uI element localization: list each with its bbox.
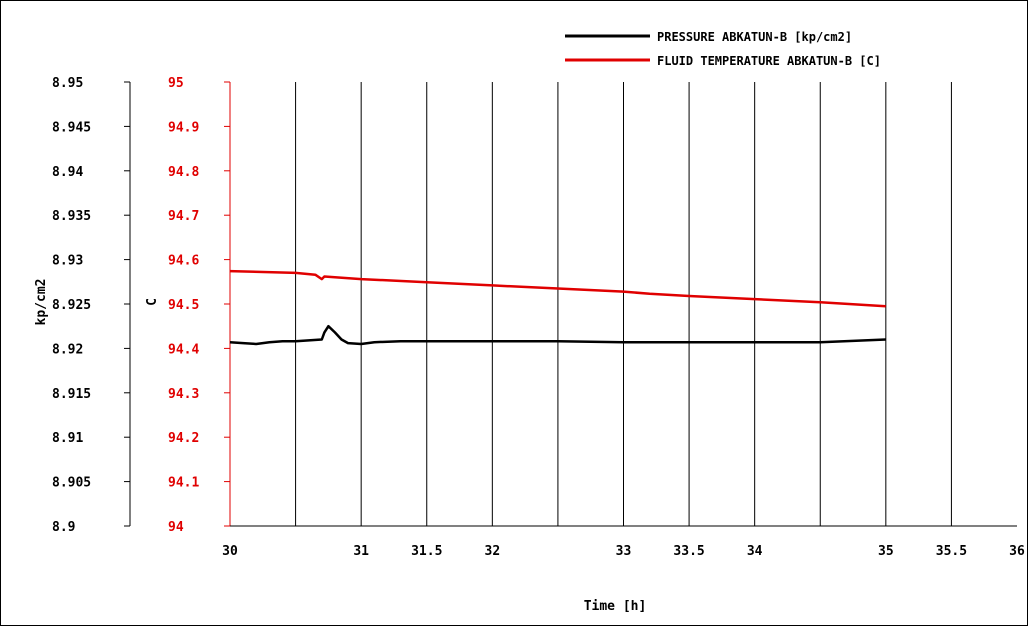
vertical-gridlines	[295, 82, 952, 526]
legend-label-pressure: PRESSURE ABKATUN-B [kp/cm2]	[657, 30, 852, 44]
x-tick-label: 33.5	[673, 544, 704, 559]
y-right-tick-label: 94	[168, 520, 184, 535]
axes	[129, 82, 1017, 527]
y-right-tick-label: 94.9	[168, 120, 199, 135]
x-tick-label: 31	[353, 544, 369, 559]
x-tick-label: 35.5	[936, 544, 967, 559]
y-right-tick-label: 94.8	[168, 165, 199, 180]
y-left-tick-label: 8.925	[52, 298, 91, 313]
y-axis-right-title: C	[145, 298, 160, 306]
series-line-temperature	[229, 269, 886, 308]
y-left-tick-label: 8.945	[52, 120, 91, 135]
y-left-tick-label: 8.905	[52, 476, 91, 491]
x-tick-label: 32	[485, 544, 501, 559]
y-right-tick-label: 94.6	[168, 254, 199, 269]
y-left-tick-label: 8.915	[52, 387, 91, 402]
y-left-tick-label: 8.95	[52, 76, 83, 91]
series-line-pressure	[229, 324, 886, 346]
legend: PRESSURE ABKATUN-B [kp/cm2] FLUID TEMPER…	[565, 30, 881, 68]
y-left-tick-label: 8.935	[52, 209, 91, 224]
x-tick-label: 30	[222, 544, 238, 559]
y-right-tick-label: 94.4	[168, 342, 199, 357]
x-axis: 30 31 31.5 32 33 33.5 34 35 35.5 36	[222, 544, 1025, 559]
y-right-tick-label: 94.7	[168, 209, 199, 224]
x-axis-title: Time [h]	[584, 599, 647, 614]
y-left-tick-label: 8.9	[52, 520, 75, 535]
legend-label-temperature: FLUID TEMPERATURE ABKATUN-B [C]	[657, 54, 881, 68]
y-right-tick-label: 95	[168, 76, 184, 91]
y-axis-left-title: kp/cm2	[34, 279, 49, 326]
y-left-tick-label: 8.91	[52, 431, 83, 446]
x-tick-label: 34	[747, 544, 763, 559]
y-left-tick-label: 8.94	[52, 165, 83, 180]
y-axis-left: 8.95 8.945 8.94 8.935 8.93 8.925 8.92 8.915 8.91…	[52, 76, 130, 535]
x-tick-label: 31.5	[411, 544, 442, 559]
x-tick-label: 33	[616, 544, 632, 559]
series-lines	[229, 269, 886, 346]
y-right-tick-label: 94.3	[168, 387, 199, 402]
y-right-tick-label: 94.5	[168, 298, 199, 313]
y-right-tick-label: 94.1	[168, 476, 199, 491]
y-axis-right: 95 94.9 94.8 94.7 94.6 94.5 94.4 94.3 94.2 94.1 94	[168, 76, 230, 535]
y-left-tick-label: 8.93	[52, 254, 83, 269]
y-left-tick-label: 8.92	[52, 342, 83, 357]
x-tick-label: 36	[1009, 544, 1025, 559]
y-right-tick-label: 94.2	[168, 431, 199, 446]
x-tick-label: 35	[878, 544, 894, 559]
